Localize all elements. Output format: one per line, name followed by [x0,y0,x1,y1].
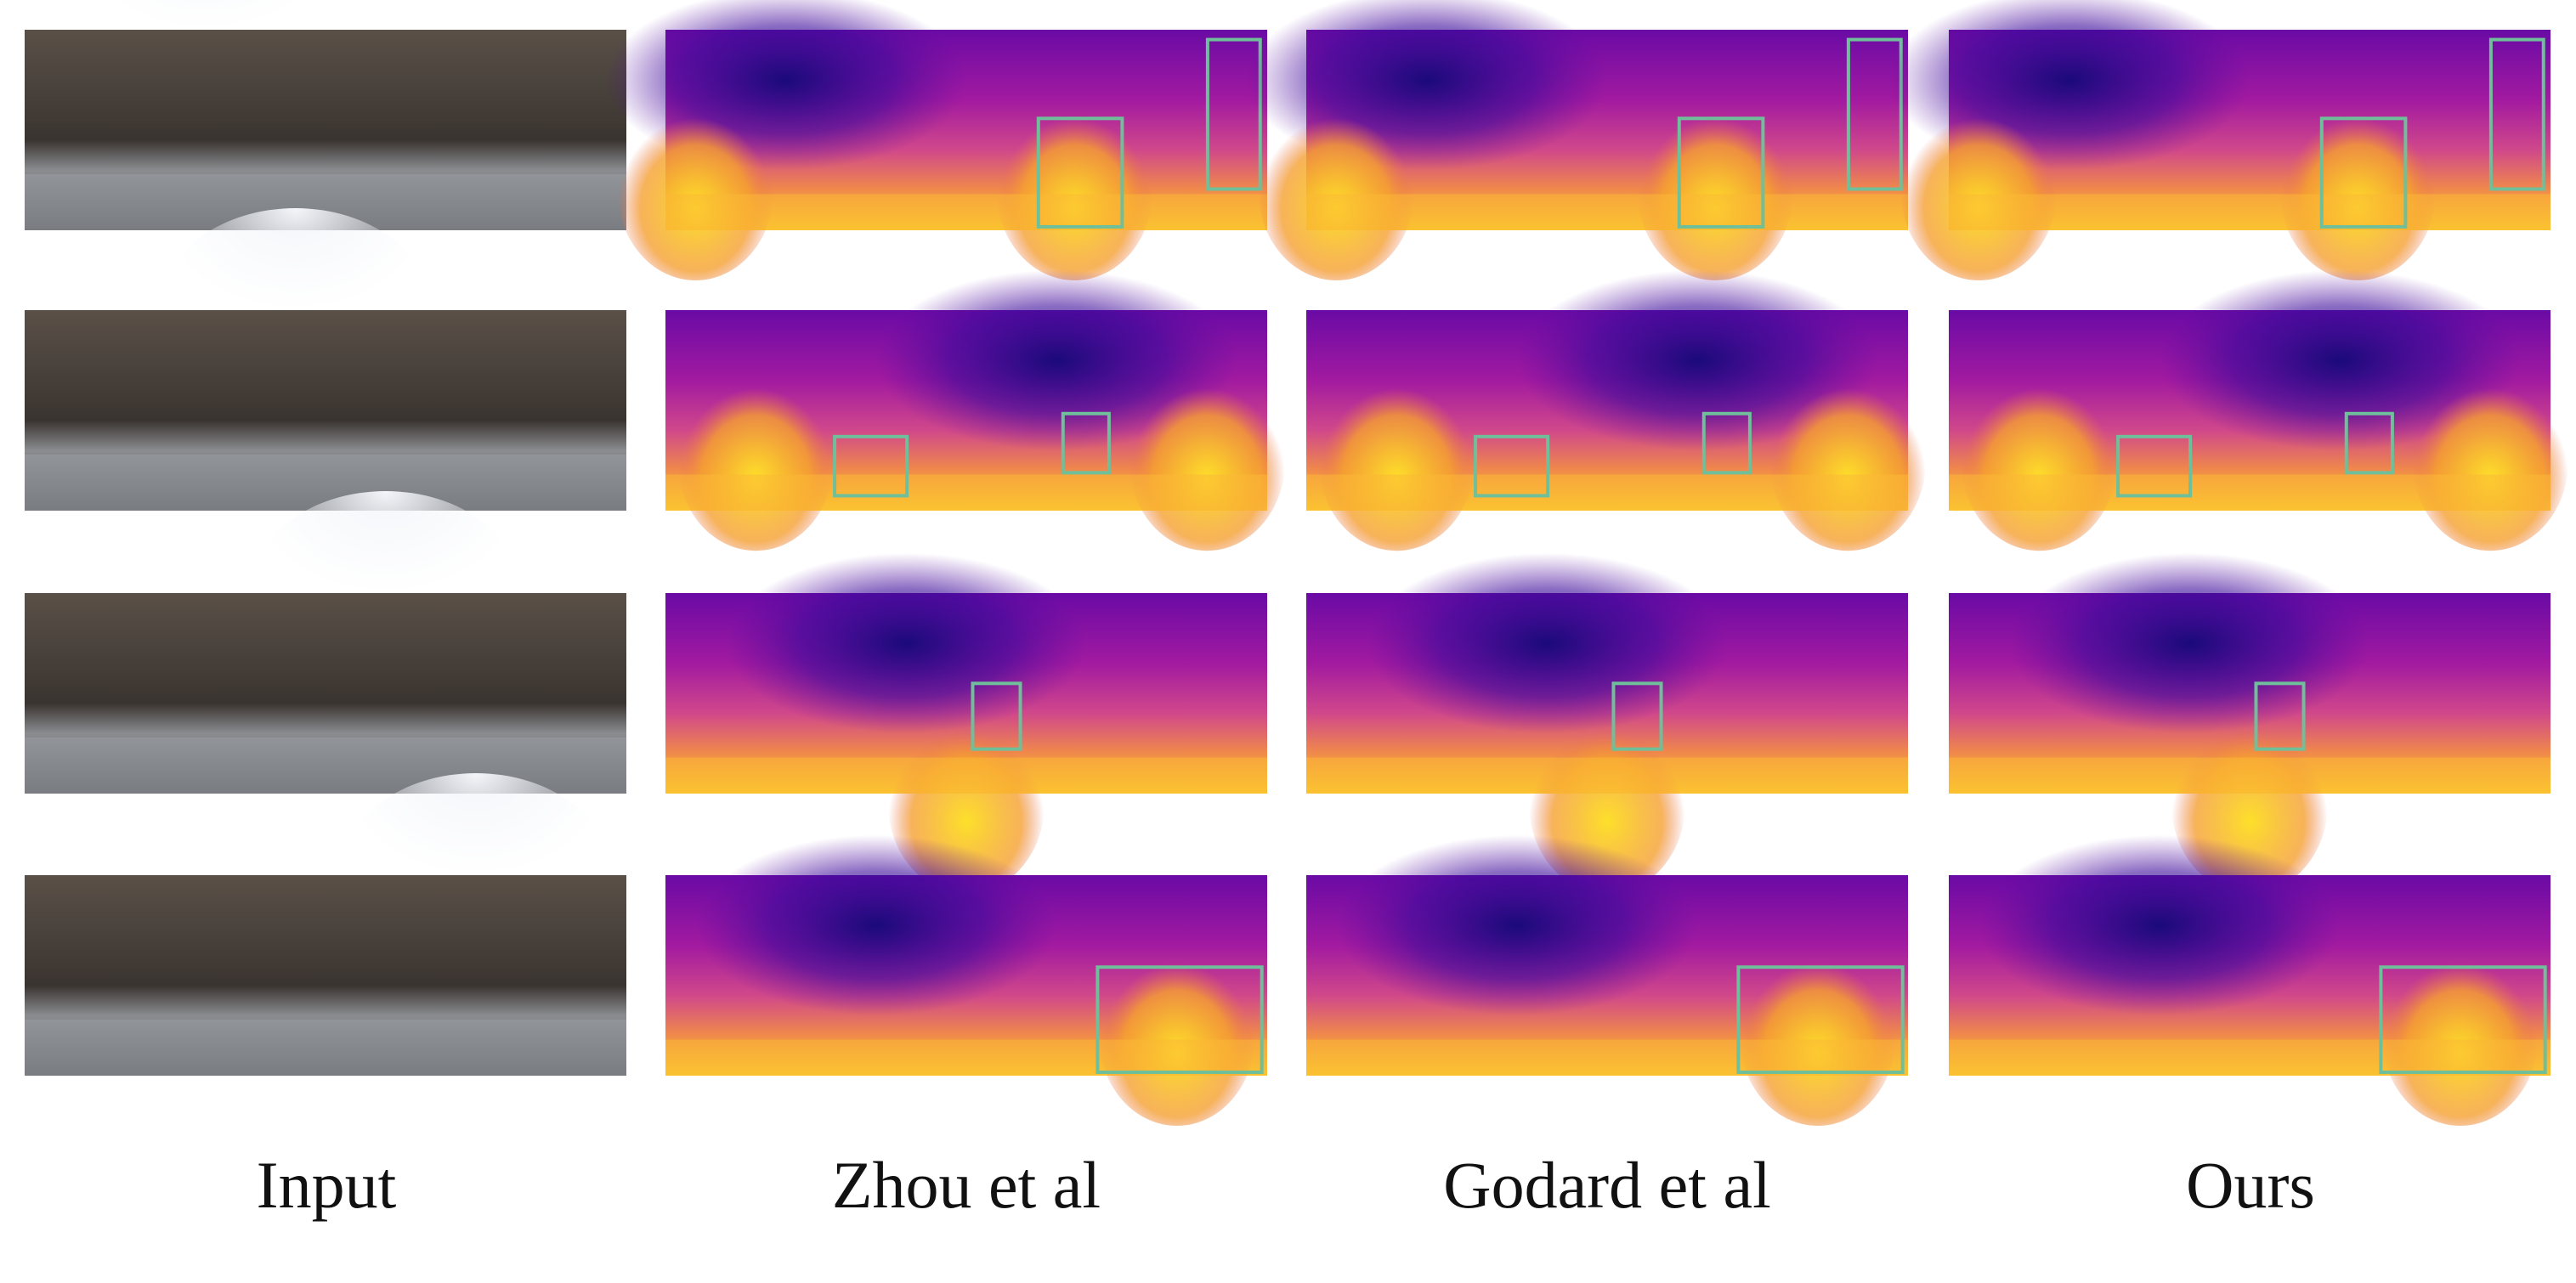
near-region [2279,99,2437,280]
depth-map [1306,834,1908,1127]
near-region [617,99,774,280]
column-label: Zhou et al [832,1148,1101,1222]
column-label: Ours [2186,1148,2315,1222]
input-image [25,208,626,511]
depth-map [665,269,1286,551]
ground [1949,194,2551,230]
highlight-box [1846,37,1903,191]
near-region [2381,945,2539,1127]
ground [665,1039,1267,1076]
highlight-box [1701,411,1752,475]
input-image [25,491,626,794]
highlight-box [2379,965,2547,1074]
highlight-box [1036,116,1124,229]
highlight-box [833,434,909,498]
highlight-box [1611,681,1663,751]
near-region [1900,99,2058,280]
input-image [25,0,626,230]
near-region [1961,370,2118,551]
near-region [1769,370,1927,551]
highlight-box [2116,434,2193,498]
highlight-box [2254,681,2306,751]
near-region [1637,99,1794,280]
highlight-box [1061,411,1111,475]
road [25,1019,626,1076]
sky [69,0,342,132]
near-region [1129,370,1286,551]
highlight-box [2344,411,2394,475]
near-region [1318,370,1475,551]
highlight-box [2319,116,2408,229]
input-image [25,773,626,1076]
highlight-box [971,681,1022,751]
ground [1949,474,2551,511]
far-region [695,834,1057,1016]
road [25,454,626,511]
far-region [1979,834,2341,1016]
ground [665,194,1267,230]
depth-map [605,0,1267,280]
ground [1949,1039,2551,1076]
highlight-box [1736,965,1905,1074]
sky [159,208,432,412]
column-label: Input [257,1148,397,1222]
near-region [996,99,1153,280]
depth-map [1949,834,2551,1127]
column-label: Godard et al [1443,1148,1771,1222]
far-region [725,552,1087,734]
near-region [1098,945,1255,1127]
ground [1306,757,1908,794]
near-region [1258,99,1415,280]
highlight-box [2488,37,2545,191]
ground [665,474,1267,511]
near-region [1739,945,1896,1127]
sky [340,773,612,977]
far-region [2008,552,2370,734]
depth-map [1306,552,1908,894]
highlight-box [1096,965,1264,1074]
ground [1306,474,1908,511]
far-region [1366,552,1728,734]
highlight-box [1474,434,1550,498]
depth-map [1246,0,1908,280]
depth-map [1949,269,2569,551]
ground [665,757,1267,794]
depth-map [1949,552,2551,894]
ground [1306,194,1908,230]
sky [249,491,522,695]
far-region [1336,834,1698,1016]
depth-map [1888,0,2551,280]
depth-map [665,552,1267,894]
highlight-box [1677,116,1765,229]
ground [1306,1039,1908,1076]
ground [1949,757,2551,794]
depth-map [1306,269,1927,551]
near-region [677,370,835,551]
depth-map [665,834,1267,1127]
near-region [2412,370,2569,551]
